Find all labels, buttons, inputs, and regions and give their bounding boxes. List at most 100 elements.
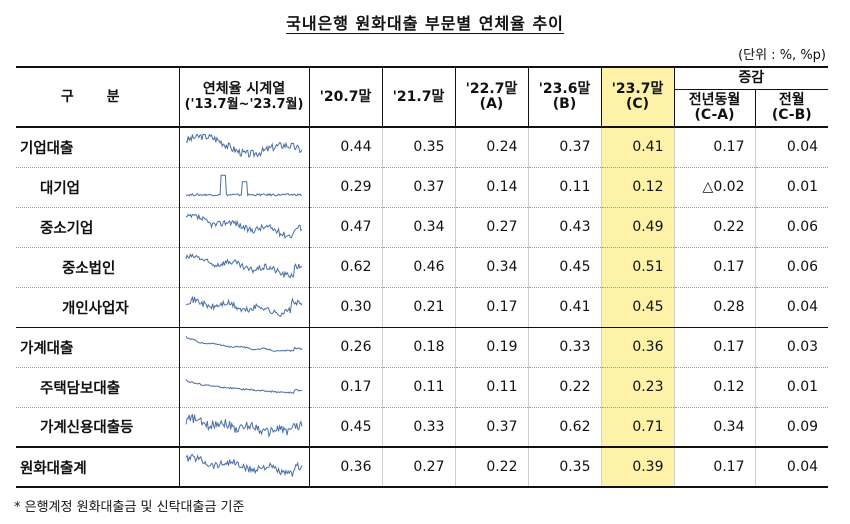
sparkline: [178, 207, 310, 248]
table-row: 대기업 0.29 0.37 0.14 0.11 0.12 △0.02 0.01: [16, 167, 829, 208]
cell-v4: 0.35: [527, 447, 601, 488]
table-row: 가계대출 0.26 0.18 0.19 0.33 0.36 0.17 0.03: [16, 327, 829, 368]
cell-v1: 0.36: [308, 447, 382, 488]
cell-yoy: 0.22: [673, 207, 755, 248]
cell-v4: 0.22: [527, 367, 601, 408]
row-label: 개인사업자: [16, 287, 180, 328]
cell-v3: 0.22: [454, 447, 528, 488]
cell-v1: 0.44: [308, 127, 382, 168]
cell-mom: 0.09: [754, 407, 829, 448]
cell-v1: 0.45: [308, 407, 382, 448]
cell-yoy: 0.34: [673, 407, 755, 448]
delinquency-table: 구 분 연체율 시계열 ('13.7월~'23.7월) '20.7말 '21.7…: [16, 66, 829, 488]
cell-v4: 0.11: [527, 167, 601, 208]
cell-mom: 0.06: [754, 247, 829, 288]
header-category: 구 분: [16, 66, 180, 128]
cell-v3: 0.14: [454, 167, 528, 208]
cell-mom: 0.03: [754, 327, 829, 368]
header-col4: '23.6말 (B): [527, 66, 601, 128]
cell-v5: 0.12: [600, 167, 674, 208]
cell-v5: 0.23: [600, 367, 674, 408]
cell-mom: 0.04: [754, 127, 829, 168]
header-col5: '23.7말 (C): [600, 66, 674, 128]
cell-yoy: 0.12: [673, 367, 755, 408]
cell-v4: 0.62: [527, 407, 601, 448]
cell-yoy: △0.02: [673, 167, 755, 208]
cell-v2: 0.18: [381, 327, 455, 368]
sparkline: [178, 247, 310, 288]
cell-yoy: 0.17: [673, 247, 755, 288]
header-mom: 전월 (C-B): [754, 89, 829, 128]
header-col2: '21.7말: [381, 66, 455, 128]
table-row: 주택담보대출 0.17 0.11 0.11 0.22 0.23 0.12 0.01: [16, 367, 829, 408]
cell-mom: 0.06: [754, 207, 829, 248]
cell-yoy: 0.17: [673, 447, 755, 488]
document-title: 국내은행 원화대출 부문별 연체율 추이: [286, 14, 564, 33]
cell-v4: 0.43: [527, 207, 601, 248]
row-label: 기업대출: [16, 127, 180, 168]
row-label: 원화대출계: [16, 447, 180, 488]
cell-v5: 0.51: [600, 247, 674, 288]
sparkline: [178, 327, 310, 368]
row-label: 가계신용대출등: [16, 407, 180, 448]
cell-v5: 0.41: [600, 127, 674, 168]
row-label: 대기업: [16, 167, 180, 208]
cell-v3: 0.24: [454, 127, 528, 168]
cell-v5: 0.39: [600, 447, 674, 488]
row-label: 주택담보대출: [16, 367, 180, 408]
cell-v1: 0.29: [308, 167, 382, 208]
sparkline: [178, 367, 310, 408]
cell-v5: 0.49: [600, 207, 674, 248]
cell-v2: 0.35: [381, 127, 455, 168]
table-row: 개인사업자 0.30 0.21 0.17 0.41 0.45 0.28 0.04: [16, 287, 829, 328]
row-label: 중소기업: [16, 207, 180, 248]
cell-v5: 0.36: [600, 327, 674, 368]
cell-v1: 0.26: [308, 327, 382, 368]
cell-v5: 0.71: [600, 407, 674, 448]
header-series: 연체율 시계열 ('13.7월~'23.7월): [179, 66, 310, 128]
cell-yoy: 0.28: [673, 287, 755, 328]
cell-v3: 0.27: [454, 207, 528, 248]
cell-yoy: 0.17: [673, 127, 755, 168]
cell-v3: 0.37: [454, 407, 528, 448]
sparkline: [178, 127, 310, 168]
cell-v4: 0.33: [527, 327, 601, 368]
cell-mom: 0.01: [754, 367, 829, 408]
cell-v2: 0.11: [381, 367, 455, 408]
row-label: 중소법인: [16, 247, 180, 288]
cell-v1: 0.62: [308, 247, 382, 288]
header-col3: '22.7말 (A): [454, 66, 528, 128]
cell-v4: 0.41: [527, 287, 601, 328]
sparkline: [178, 167, 310, 208]
cell-v2: 0.37: [381, 167, 455, 208]
unit-label: (단위 : %, %p): [738, 48, 826, 63]
cell-mom: 0.04: [754, 287, 829, 328]
cell-v2: 0.34: [381, 207, 455, 248]
cell-v2: 0.21: [381, 287, 455, 328]
cell-yoy: 0.17: [673, 327, 755, 368]
cell-v1: 0.47: [308, 207, 382, 248]
cell-v3: 0.11: [454, 367, 528, 408]
header-col1: '20.7말: [309, 66, 382, 128]
cell-v2: 0.27: [381, 447, 455, 488]
cell-v2: 0.33: [381, 407, 455, 448]
sparkline: [178, 287, 310, 328]
header-change: 증감: [673, 66, 829, 90]
table-row: 원화대출계 0.36 0.27 0.22 0.35 0.39 0.17 0.04: [16, 447, 829, 488]
table-row: 기업대출 0.44 0.35 0.24 0.37 0.41 0.17 0.04: [16, 127, 829, 168]
cell-v4: 0.37: [527, 127, 601, 168]
cell-v2: 0.46: [381, 247, 455, 288]
cell-v3: 0.19: [454, 327, 528, 368]
footnote: * 은행계정 원화대출금 및 신탁대출금 기준: [14, 500, 245, 515]
cell-v1: 0.17: [308, 367, 382, 408]
cell-v1: 0.30: [308, 287, 382, 328]
cell-v5: 0.45: [600, 287, 674, 328]
table-row: 가계신용대출등 0.45 0.33 0.37 0.62 0.71 0.34 0.09: [16, 407, 829, 448]
cell-mom: 0.04: [754, 447, 829, 488]
table-row: 중소법인 0.62 0.46 0.34 0.45 0.51 0.17 0.06: [16, 247, 829, 288]
sparkline: [178, 407, 310, 448]
table-row: 중소기업 0.47 0.34 0.27 0.43 0.49 0.22 0.06: [16, 207, 829, 248]
cell-mom: 0.01: [754, 167, 829, 208]
row-label: 가계대출: [16, 327, 180, 368]
cell-v4: 0.45: [527, 247, 601, 288]
